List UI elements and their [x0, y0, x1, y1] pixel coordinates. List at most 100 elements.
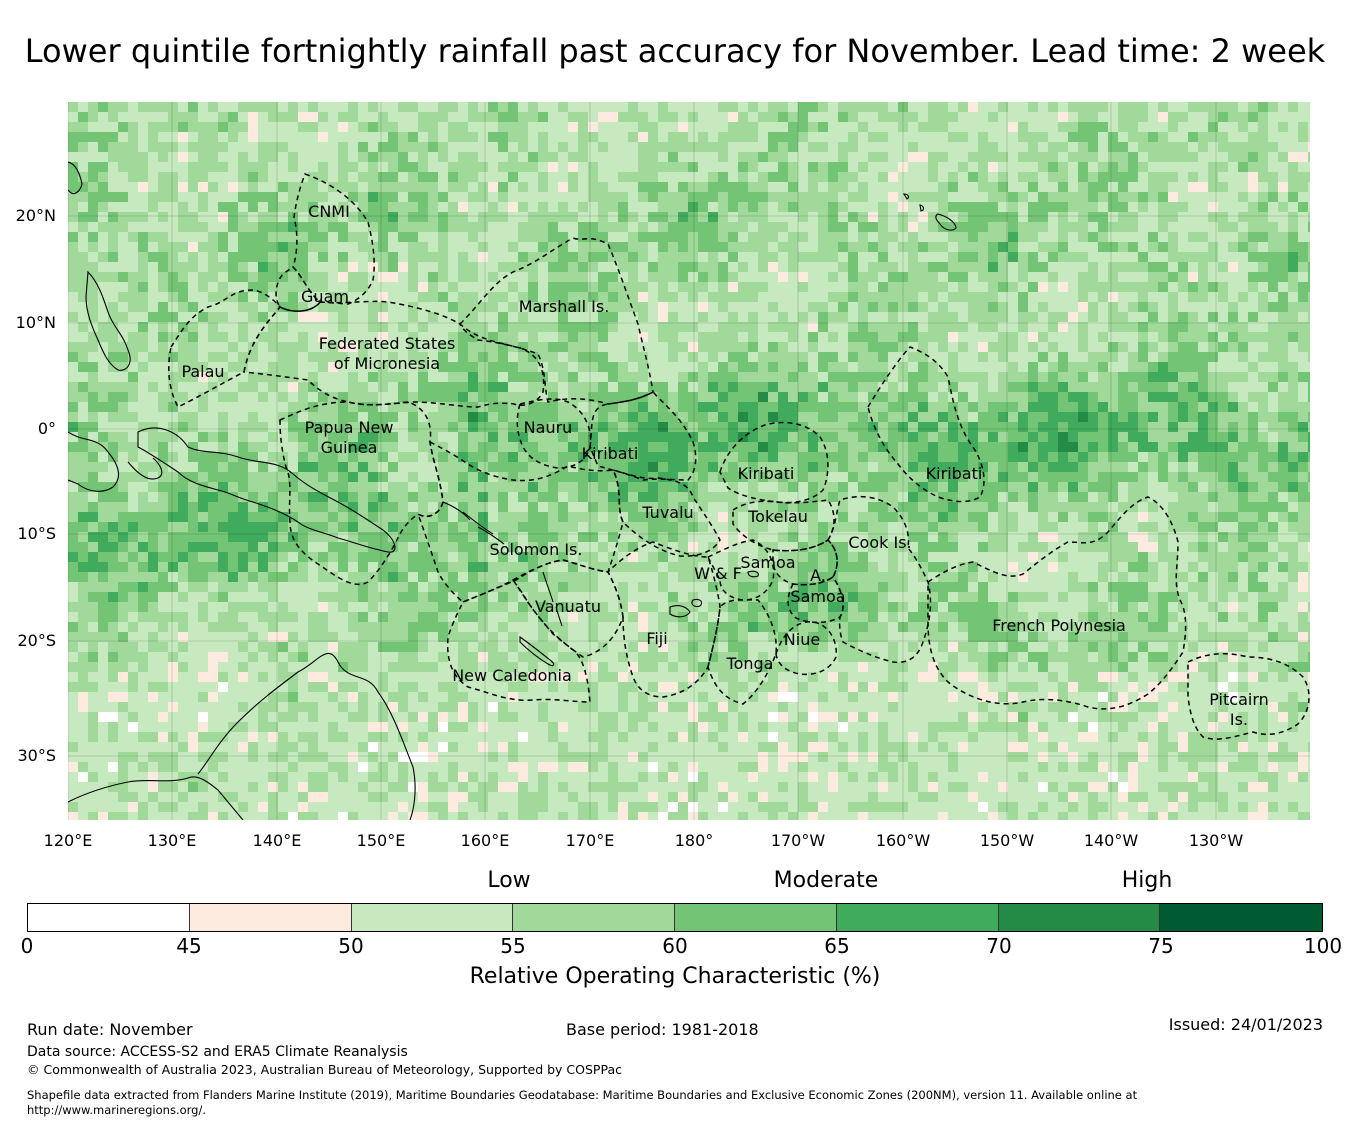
fiji-coastline [669, 598, 703, 618]
eez-png [279, 401, 444, 585]
lon-tick-label: 170°W [770, 831, 826, 850]
region-label: Samoa [740, 553, 796, 572]
lon-tick-label: 160°W [875, 831, 931, 850]
hawaii-coastline [903, 193, 957, 231]
shapefile-url[interactable]: http://www.marineregions.org/. [27, 1103, 206, 1117]
vanuatu-coastline [542, 571, 563, 627]
rainfall-accuracy-map [68, 102, 1310, 820]
region-label: Nauru [523, 418, 573, 437]
lat-tick-label: 20°S [17, 631, 56, 650]
base-period: Base period: 1981-2018 [566, 1020, 759, 1039]
borneo-sulawesi-coastline [68, 431, 163, 492]
eez-tokelau [732, 499, 835, 552]
lon-tick-label: 130°E [147, 831, 197, 850]
eez-cnmi [292, 173, 375, 305]
lon-tick-label: 140°W [1083, 831, 1139, 850]
region-label: Kiribati [737, 464, 795, 483]
region-label: Papua New Guinea [304, 418, 394, 457]
colorbar-bin [351, 904, 514, 931]
colorbar-bin [836, 904, 999, 931]
eez-pitcairn [1187, 652, 1310, 740]
region-label: Kiribati [581, 444, 639, 463]
australia-coastline [68, 652, 416, 820]
region-label: Solomon Is. [489, 540, 583, 559]
region-label: Vanuatu [534, 597, 602, 616]
colorbar-tick-label: 0 [20, 934, 34, 958]
samoa-coastline [747, 570, 759, 578]
region-label: CNMI [308, 202, 350, 221]
region-label: Cook Is. [848, 533, 912, 552]
eez-tonga [707, 599, 777, 705]
colorbar-tick-label: 50 [338, 934, 364, 958]
category-moderate: Moderate [773, 868, 879, 893]
category-high: High [1121, 868, 1173, 893]
eez-cook [827, 495, 932, 664]
colorbar-bin [28, 904, 190, 931]
region-label: Fiji [646, 629, 668, 648]
issued-date: Issued: 24/01/2023 [1168, 1015, 1323, 1034]
region-label: A. [810, 566, 826, 585]
taiwan-coastline [68, 161, 83, 195]
coastlines [68, 161, 957, 820]
graticule [68, 102, 1310, 820]
shapefile-credit: Shapefile data extracted from Flanders M… [27, 1088, 1277, 1118]
colorbar-tick-label: 70 [986, 934, 1012, 958]
colorbar-bin [675, 904, 837, 931]
eez-french-polynesia [927, 496, 1187, 710]
region-label: Niue [783, 630, 821, 649]
colorbar-tick-label: 75 [1148, 934, 1174, 958]
eez-niue [775, 621, 837, 676]
region-label: Tuvalu [642, 503, 694, 522]
eez-guam [275, 266, 322, 312]
lat-tick-label: 10°S [17, 524, 56, 543]
lat-tick-label: 30°S [17, 746, 56, 765]
colorbar-tick-label: 55 [500, 934, 526, 958]
eez-boundaries [168, 173, 1310, 740]
eez-kiribati-gilbert [589, 391, 697, 481]
map-panel[interactable]: CNMI Guam Marshall Is. Federated States of … [68, 102, 1310, 820]
solomon-coastline [442, 501, 505, 545]
lon-tick-label: 150°W [979, 831, 1035, 850]
eez-fiji [607, 541, 721, 698]
new-guinea-coastline [137, 427, 396, 553]
lat-tick-label: 10°N [15, 313, 56, 332]
eez-solomon [416, 440, 624, 603]
lon-tick-label: 180° [674, 831, 714, 850]
colorbar-bin [189, 904, 352, 931]
region-label: Tonga [726, 654, 774, 673]
lat-tick-label: 0° [37, 419, 56, 438]
region-label: W & F [694, 564, 742, 583]
region-label: Kiribati [925, 464, 983, 483]
accuracy-grid [68, 102, 1310, 820]
lon-tick-label: 120°E [43, 831, 93, 850]
region-label: Samoa [790, 587, 846, 606]
region-label: French Polynesia [992, 616, 1126, 635]
map-title: Lower quintile fortnightly rainfall past… [24, 32, 1326, 70]
colorbar-label: Relative Operating Characteristic (%) [469, 964, 881, 989]
region-label: Tokelau [748, 507, 808, 526]
colorbar-tick-label: 45 [176, 934, 202, 958]
eez-nauru [516, 398, 592, 469]
colorbar-bin [998, 904, 1161, 931]
lat-tick-label: 20°N [15, 206, 56, 225]
region-label: Marshall Is. [518, 297, 610, 316]
philippines-coastline [85, 270, 131, 371]
colorbar-tick-label: 60 [662, 934, 688, 958]
colorbar-tick-label: 65 [824, 934, 850, 958]
eez-fsm [243, 300, 545, 408]
copyright: © Commonwealth of Australia 2023, Austra… [27, 1062, 622, 1077]
colorbar [27, 903, 1323, 932]
eez-new-caledonia [446, 579, 591, 703]
region-label: New Caledonia [452, 666, 572, 685]
eez-kiribati-phoenix [719, 421, 829, 504]
lon-tick-label: 150°E [356, 831, 406, 850]
lon-tick-label: 140°E [252, 831, 302, 850]
lon-tick-label: 170°E [565, 831, 615, 850]
colorbar-bin [513, 904, 675, 931]
colorbar-tick-label: 100 [1303, 934, 1343, 958]
run-date: Run date: November [27, 1020, 193, 1039]
region-label: Palau [181, 362, 225, 381]
data-source: Data source: ACCESS-S2 and ERA5 Climate … [27, 1044, 408, 1060]
region-label: Federated States of Micronesia [318, 334, 456, 373]
lon-tick-label: 160°E [460, 831, 510, 850]
